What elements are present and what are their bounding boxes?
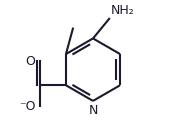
Text: N: N [88, 105, 98, 117]
Text: O: O [25, 55, 35, 68]
Text: ⁻O: ⁻O [19, 100, 36, 113]
Text: NH₂: NH₂ [111, 4, 135, 17]
